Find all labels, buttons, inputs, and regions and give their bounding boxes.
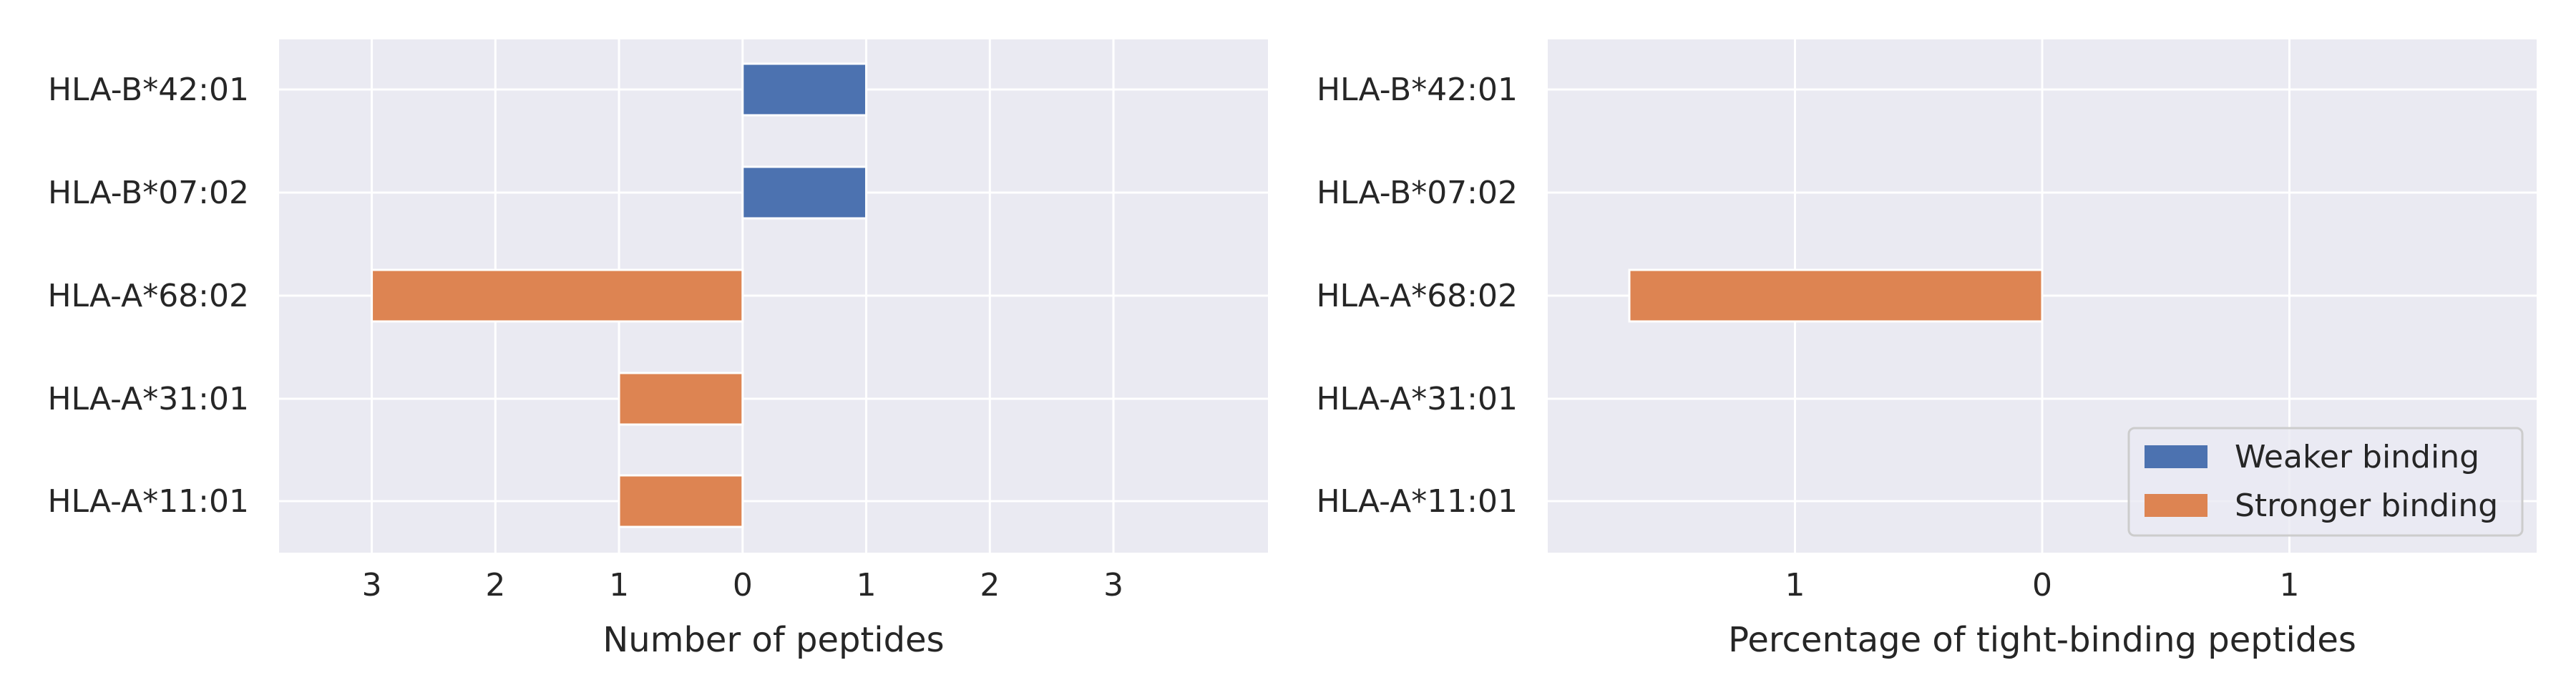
bar-stronger-binding-hla-a-68-02 <box>1628 268 2044 323</box>
y-tick-label-hla-a-68-02: HLA-A*68:02 <box>1316 278 1518 314</box>
bar-weaker-binding-hla-b-42-01 <box>741 62 868 117</box>
bar-stronger-binding-hla-a-31-01 <box>618 372 744 426</box>
legend-label-stronger-binding: Stronger binding <box>2235 488 2498 524</box>
x-tick-label: 0 <box>2032 567 2052 604</box>
y-tick-label-hla-a-31-01: HLA-A*31:01 <box>47 381 249 417</box>
y-tick-label-hla-b-07-02: HLA-B*07:02 <box>48 175 249 211</box>
y-tick-label-hla-b-42-01: HLA-B*42:01 <box>1317 72 1518 108</box>
legend-label-weaker-binding: Weaker binding <box>2235 439 2479 475</box>
x-tick-label: 3 <box>362 567 382 604</box>
y-tick-label-hla-a-11-01: HLA-A*11:01 <box>1316 483 1518 520</box>
x-axis-label: Number of peptides <box>602 620 944 660</box>
x-tick-label: 2 <box>485 567 505 604</box>
legend-box <box>2127 427 2524 537</box>
legend-swatch-stronger-binding <box>2145 494 2207 517</box>
x-tick-label: 1 <box>2280 567 2300 604</box>
bar-stronger-binding-hla-a-11-01 <box>618 474 744 528</box>
x-tick-label: 0 <box>733 567 753 604</box>
y-tick-label-hla-a-68-02: HLA-A*68:02 <box>47 278 249 314</box>
y-tick-label-hla-a-11-01: HLA-A*11:01 <box>47 483 249 520</box>
bar-stronger-binding-hla-a-68-02 <box>371 268 744 323</box>
right-chart-panel: 1 0 1 HLA-B*42:01 HLA-B*07:02 HLA-A*68:02 HLA-… <box>1316 39 2537 660</box>
y-tick-label-hla-b-07-02: HLA-B*07:02 <box>1317 175 1518 211</box>
bar-weaker-binding-hla-b-07-02 <box>741 165 868 220</box>
legend-swatch-weaker-binding <box>2145 445 2207 468</box>
x-tick-label: 1 <box>609 567 629 604</box>
y-tick-label-hla-b-42-01: HLA-B*42:01 <box>48 72 249 108</box>
legend: Weaker binding Stronger binding <box>2127 427 2524 537</box>
x-axis-label: Percentage of tight-binding peptides <box>1728 620 2356 660</box>
x-tick-label: 2 <box>980 567 1000 604</box>
x-tick-label: 3 <box>1103 567 1123 604</box>
left-chart-panel: 3 2 1 0 1 2 3 HLA-B*42:01 HLA-B*07:02 HLA-A*68:02… <box>47 39 1268 660</box>
x-tick-label: 1 <box>857 567 877 604</box>
x-tick-label: 1 <box>1785 567 1805 604</box>
y-tick-label-hla-a-31-01: HLA-A*31:01 <box>1316 381 1518 417</box>
